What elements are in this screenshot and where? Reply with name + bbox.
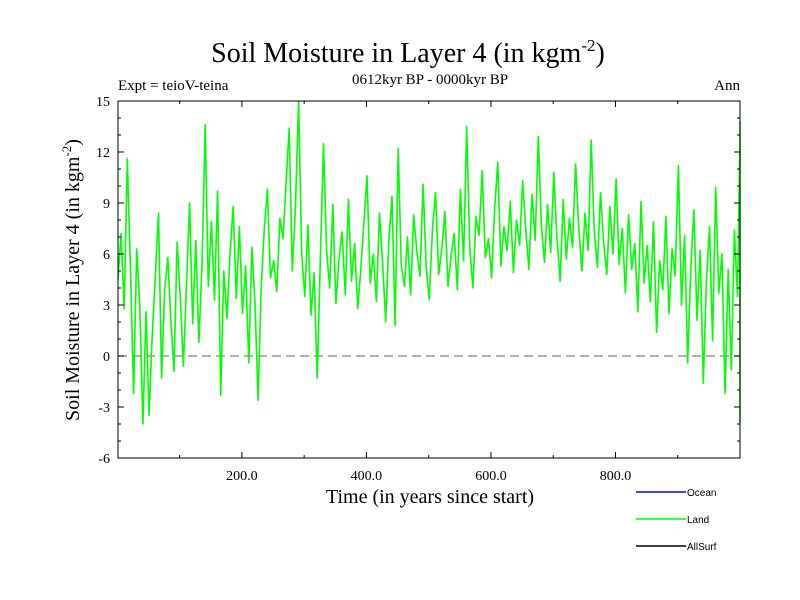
y-tick-label: 0 — [103, 350, 110, 365]
x-axis: 200.0 400.0 600.0 800.0 — [179, 101, 679, 484]
y-tick-label: -6 — [98, 452, 110, 467]
experiment-label: Expt = teioV-teina — [118, 78, 229, 94]
x-tick-label: 600.0 — [475, 469, 507, 484]
y-tick-label: 12 — [96, 146, 110, 161]
x-axis-label: Time (in years since start) — [326, 486, 534, 508]
x-tick-label: 200.0 — [226, 469, 258, 484]
chart-title: Soil Moisture in Layer 4 (in kgm-2) — [211, 36, 605, 69]
season-label: Ann — [714, 78, 740, 94]
plot-frame — [117, 100, 741, 459]
legend-label-land: Land — [687, 515, 709, 526]
y-tick-label: 6 — [103, 248, 110, 263]
x-tick-label: 800.0 — [600, 469, 632, 484]
legend-label-allsurf: AllSurf — [687, 542, 717, 553]
series-group — [117, 100, 741, 425]
y-tick-label: -3 — [98, 401, 110, 416]
y-tick-label: 9 — [103, 197, 110, 212]
period-label: 0612kyr BP - 0000kyr BP — [352, 72, 508, 88]
legend: Ocean Land AllSurf — [636, 488, 717, 553]
y-axis-label: Soil Moisture in Layer 4 (in kgm-2) — [59, 139, 84, 421]
y-tick-label: 15 — [96, 95, 110, 110]
y-tick-label: 3 — [103, 299, 110, 314]
series-line-land — [117, 100, 741, 425]
y-axis: -6 -3 0 3 6 9 12 15 — [96, 95, 740, 467]
x-tick-label: 400.0 — [351, 469, 383, 484]
legend-label-ocean: Ocean — [687, 488, 716, 499]
